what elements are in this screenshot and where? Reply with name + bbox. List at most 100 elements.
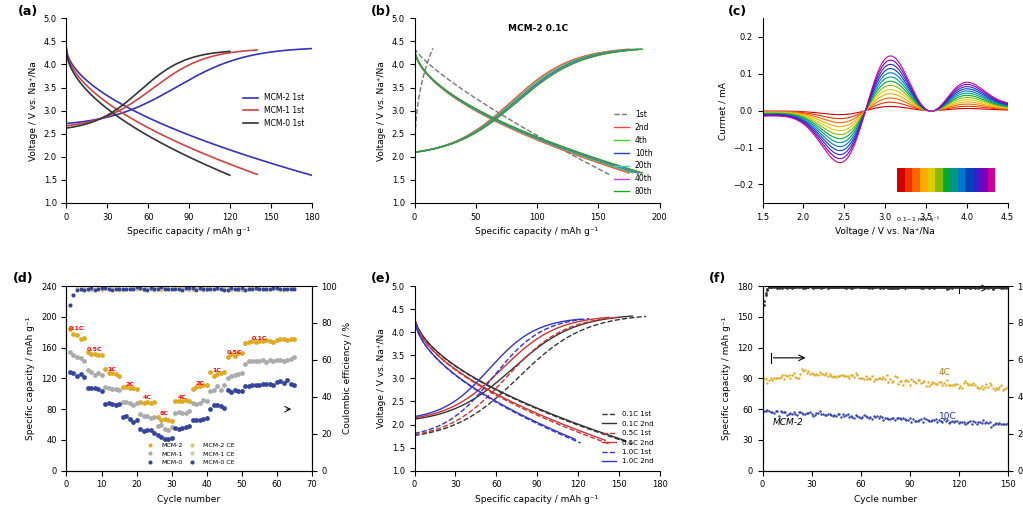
Point xyxy=(939,416,955,425)
Point xyxy=(789,283,805,291)
Point xyxy=(174,286,190,294)
Legend: 0.1C 1st, 0.1C 2nd, 0.5C 1st, 0.5C 2nd, 1.0C 1st, 1.0C 2nd: 0.1C 1st, 0.1C 2nd, 0.5C 1st, 0.5C 2nd, … xyxy=(599,408,656,467)
Point xyxy=(991,282,1008,291)
Point xyxy=(836,283,852,291)
Point xyxy=(849,371,865,380)
MCM-1 xyxy=(243,357,260,366)
Legend: MCM-2, MCM-1, MCM-0, MCM-2 CE, MCM-1 CE, MCM-0 CE: MCM-2, MCM-1, MCM-0, MCM-2 CE, MCM-1 CE,… xyxy=(141,440,237,468)
Point xyxy=(770,374,787,382)
2nd xyxy=(408,149,420,155)
Point xyxy=(925,282,941,291)
Line: MCM-2 1st: MCM-2 1st xyxy=(66,49,312,123)
MCM-0 xyxy=(152,433,169,441)
Point xyxy=(243,284,260,292)
Point xyxy=(789,282,805,291)
Point xyxy=(818,411,835,419)
Point xyxy=(890,283,906,292)
Point xyxy=(779,283,795,292)
Point xyxy=(961,418,977,426)
MCM-1 1st xyxy=(221,50,233,56)
Point xyxy=(973,418,989,427)
10th xyxy=(541,73,553,79)
Point xyxy=(61,300,78,309)
Point xyxy=(181,286,197,294)
Point xyxy=(852,374,869,382)
Point xyxy=(917,283,933,291)
MCM-2 xyxy=(118,382,134,391)
Point xyxy=(937,417,953,425)
Point xyxy=(774,371,791,379)
Point xyxy=(903,282,920,291)
MCM-2 xyxy=(216,368,232,376)
Point xyxy=(988,283,1005,291)
10th xyxy=(409,149,421,155)
0.1C 1st xyxy=(546,344,559,350)
MCM-2 1st xyxy=(267,49,279,55)
Point xyxy=(791,408,807,416)
Point xyxy=(174,286,190,294)
10th xyxy=(545,71,558,77)
Point xyxy=(920,416,936,425)
MCM-0 xyxy=(110,400,127,408)
MCM-2 xyxy=(194,381,211,390)
Point xyxy=(970,384,986,393)
Point xyxy=(908,282,925,291)
Point xyxy=(997,383,1014,392)
Line: 0.1C 1st: 0.1C 1st xyxy=(414,316,646,436)
Point xyxy=(900,416,917,424)
Point xyxy=(786,283,802,292)
Point xyxy=(149,285,166,293)
Point xyxy=(874,282,890,291)
Point xyxy=(846,414,862,423)
10th xyxy=(408,149,420,155)
MCM-0 xyxy=(80,383,96,392)
Point xyxy=(209,284,225,292)
Point xyxy=(948,283,965,291)
MCM-1 xyxy=(226,371,242,379)
MCM-0 xyxy=(265,380,281,389)
Point xyxy=(191,285,208,293)
Point xyxy=(871,374,887,382)
Point xyxy=(977,281,993,290)
MCM-0 xyxy=(139,426,155,434)
20th xyxy=(409,149,421,155)
Point xyxy=(863,282,880,291)
Point xyxy=(226,285,242,293)
Point xyxy=(767,374,784,382)
Point xyxy=(775,374,792,383)
Point xyxy=(251,285,267,293)
Point xyxy=(838,282,854,290)
0.1C 1st xyxy=(409,432,421,438)
Point xyxy=(909,417,926,425)
1.0C 1st xyxy=(555,320,568,326)
Point xyxy=(781,282,797,291)
Point xyxy=(896,377,913,385)
Point xyxy=(957,377,973,385)
Point xyxy=(265,285,281,293)
MCM-0 1st xyxy=(209,50,221,56)
Point xyxy=(800,367,816,375)
Point xyxy=(76,286,92,294)
MCM-2 xyxy=(73,334,89,343)
Point xyxy=(80,285,96,293)
Point xyxy=(996,385,1013,393)
Point xyxy=(209,284,225,292)
0.5C 1st xyxy=(529,345,541,351)
Point xyxy=(808,283,825,291)
Point xyxy=(860,374,877,382)
Point xyxy=(821,370,838,378)
MCM-2 xyxy=(76,334,92,342)
Point xyxy=(93,286,109,294)
Point xyxy=(772,283,789,291)
Point xyxy=(900,377,917,385)
Point xyxy=(841,282,857,291)
Point xyxy=(921,382,937,390)
MCM-1 xyxy=(65,350,82,359)
Point xyxy=(135,285,151,293)
Point xyxy=(184,284,201,292)
Point xyxy=(791,282,807,291)
Point xyxy=(83,284,99,292)
Point xyxy=(980,283,996,292)
Point xyxy=(977,283,993,291)
Point xyxy=(807,283,824,292)
